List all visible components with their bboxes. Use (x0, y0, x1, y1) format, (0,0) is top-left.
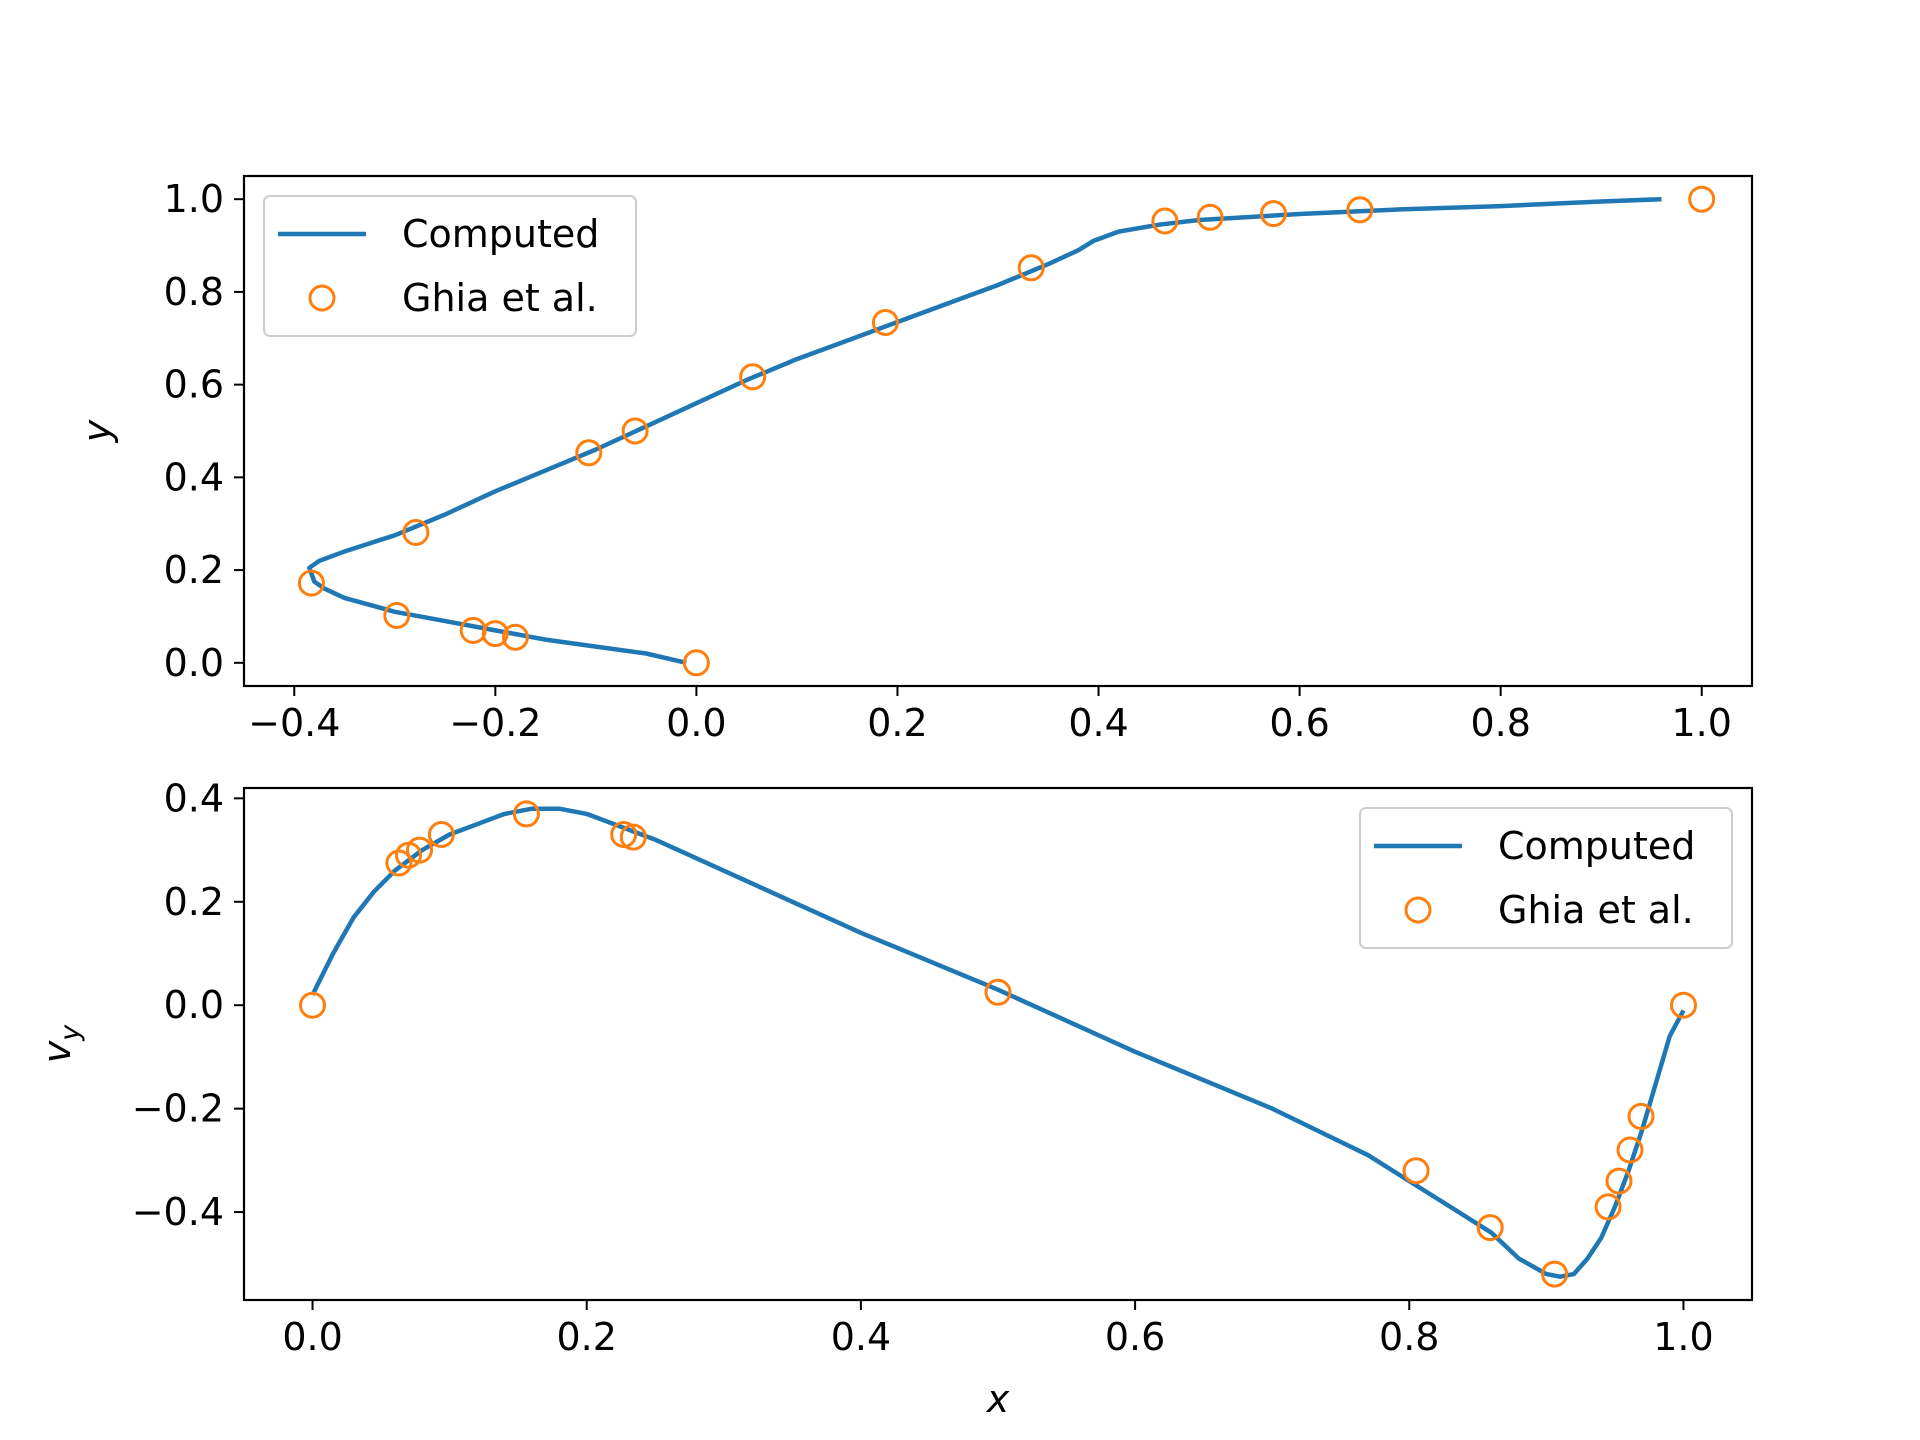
x-axis-title: x (986, 1377, 1010, 1421)
legend: Computed Ghia et al. (1359, 807, 1733, 949)
x-tick-label: 0.6 (1105, 1315, 1165, 1359)
series-ghia-point (501, 623, 529, 651)
series-ghia-point (575, 439, 603, 467)
series-ghia-point (299, 991, 326, 1019)
series-ghia-point (739, 363, 767, 391)
x-tick-label: 0.6 (1269, 701, 1329, 745)
x-tick-label: −0.2 (449, 701, 541, 745)
x-tick-label: 0.2 (557, 1315, 617, 1359)
series-ghia-point (1605, 1167, 1633, 1195)
legend-marker-swatch (308, 284, 336, 312)
x-tick-label: 0.0 (666, 701, 726, 745)
series-ghia-point (297, 569, 325, 597)
series-ghia-point (984, 978, 1012, 1006)
legend-box (1359, 807, 1733, 949)
x-tick-label: 0.8 (1470, 701, 1530, 745)
y-tick-label: 0.0 (164, 983, 224, 1027)
axes-frame (242, 786, 1754, 1302)
x-tick-label: 0.4 (831, 1315, 891, 1359)
x-tick-label: 0.8 (1379, 1315, 1439, 1359)
series-ghia-point (385, 849, 413, 877)
x-tick-label: 0.4 (1068, 701, 1128, 745)
series-ghia-point (1688, 185, 1716, 213)
y-tick-label: 0.0 (164, 641, 224, 685)
y-tick-label: 0.8 (164, 270, 224, 314)
legend-marker-swatch (1404, 896, 1432, 924)
series-ghia-point (1627, 1102, 1655, 1130)
x-tick-label: 1.0 (1653, 1315, 1713, 1359)
y-tick-label: −0.4 (132, 1190, 224, 1234)
series-ghia-point (406, 836, 433, 864)
top-plot-y-profile: −0.4 −0.2 0.0 0.2 0.4 0.6 0.8 1.0 0.0 0.2 0.4 0.6 0.… (75, 174, 1754, 745)
series-ghia-point (682, 649, 710, 677)
y-axis-title: y (75, 419, 119, 443)
series-ghia-point (1476, 1214, 1504, 1242)
series-ghia-point (402, 519, 430, 546)
y-tick-label: 0.4 (164, 776, 224, 820)
series-ghia-point (621, 417, 649, 445)
series-ghia-point (1616, 1136, 1644, 1164)
x-tick-label: 0.0 (282, 1315, 342, 1359)
y-tick-label: 0.2 (164, 548, 224, 592)
bottom-plot-vy-profile: 0.0 0.2 0.4 0.6 0.8 1.0 −0.4 −0.2 0.0 0.2 0.4 vy x Co… (35, 776, 1754, 1421)
legend-label: Computed (1498, 824, 1695, 868)
y-axis-title-subscript: y (55, 1024, 86, 1042)
legend-label: Ghia et al. (1498, 888, 1694, 932)
x-tick-label: 0.2 (867, 701, 927, 745)
y-tick-label: 0.4 (164, 455, 224, 499)
series-ghia-point (1541, 1260, 1569, 1288)
legend-box (263, 195, 637, 337)
x-tick-label: −0.4 (248, 701, 340, 745)
y-tick-label: −0.2 (132, 1087, 224, 1131)
series-ghia-point (1017, 254, 1045, 282)
series-ghia-point (383, 602, 411, 629)
x-tick-label: 1.0 (1672, 701, 1732, 745)
series-ghia-point (1346, 196, 1374, 224)
series-ghia-point (459, 616, 487, 644)
legend-label: Ghia et al. (402, 276, 598, 320)
series-ghia-point (871, 309, 899, 336)
series-ghia-point (512, 800, 540, 828)
y-axis-title: vy (35, 1024, 86, 1064)
series-ghia-point (1196, 203, 1224, 231)
series-ghia-point (1594, 1193, 1622, 1221)
series-ghia-point (1670, 991, 1697, 1019)
y-tick-label: 1.0 (164, 177, 224, 221)
axes-frame (242, 174, 1754, 688)
y-tick-label: 0.2 (164, 880, 224, 924)
series-ghia-point (1402, 1157, 1430, 1185)
series-ghia-point (427, 821, 455, 848)
series-computed-line (310, 806, 1686, 1279)
series-ghia-point (619, 823, 647, 851)
legend: Computed Ghia et al. (263, 195, 637, 337)
legend-label: Computed (402, 212, 599, 256)
series-ghia-point (1260, 200, 1287, 228)
series-ghia-point (1151, 207, 1179, 235)
y-tick-label: 0.6 (164, 363, 224, 407)
plot-area (310, 806, 1686, 1279)
